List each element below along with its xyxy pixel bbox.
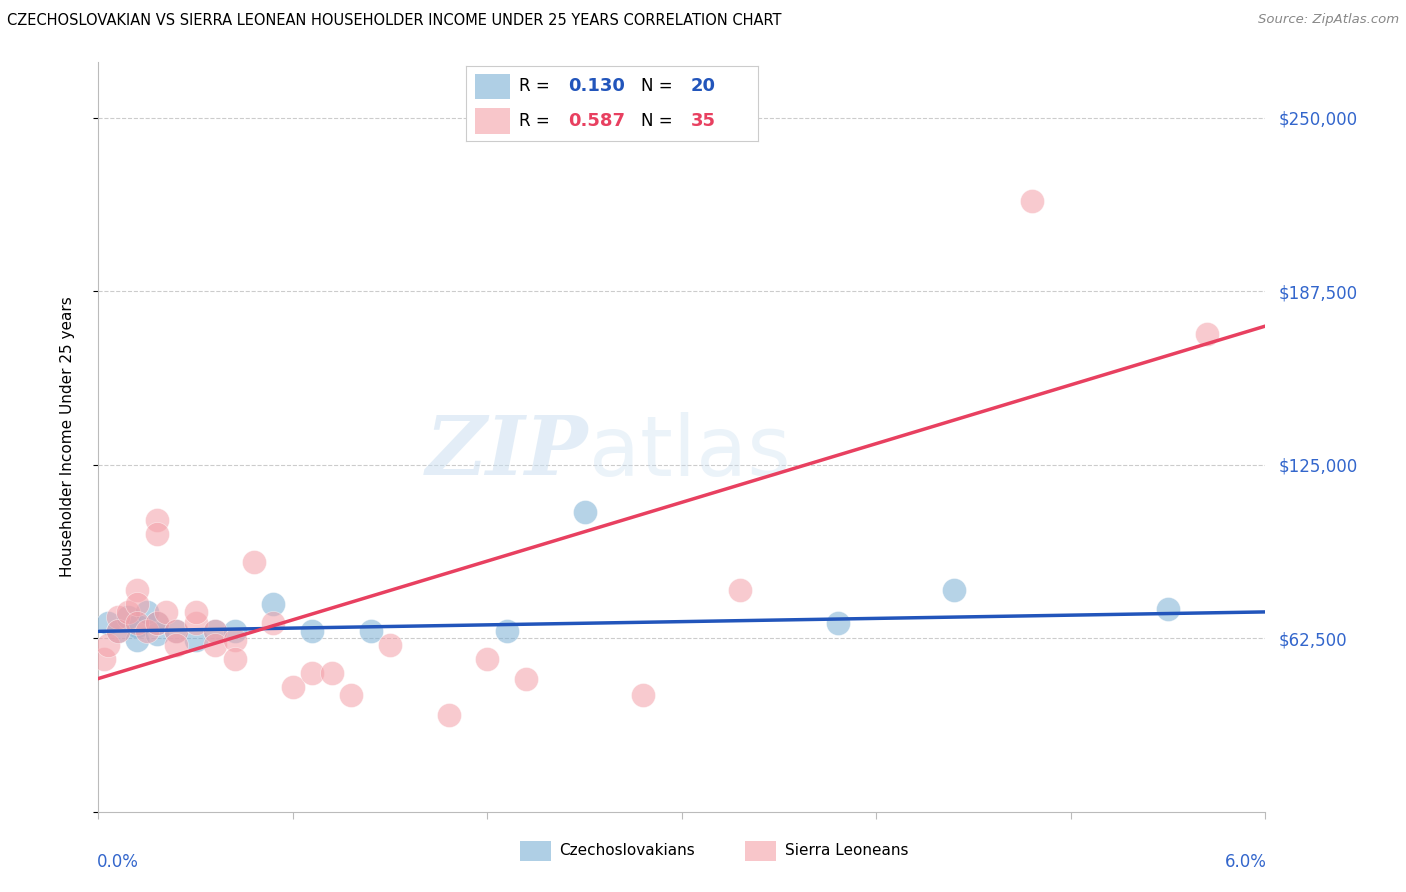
Point	[1157, 602, 1180, 616]
Point	[127, 619, 149, 633]
Point	[224, 624, 246, 639]
Point	[136, 605, 159, 619]
Point	[127, 582, 149, 597]
Point	[155, 605, 177, 619]
Point	[340, 688, 363, 702]
Text: ZIP: ZIP	[426, 412, 589, 492]
Point	[204, 624, 226, 639]
Point	[224, 652, 246, 666]
Point	[204, 638, 226, 652]
Point	[165, 624, 187, 639]
Point	[262, 615, 284, 630]
Point	[146, 627, 169, 641]
Text: CZECHOSLOVAKIAN VS SIERRA LEONEAN HOUSEHOLDER INCOME UNDER 25 YEARS CORRELATION : CZECHOSLOVAKIAN VS SIERRA LEONEAN HOUSEH…	[7, 13, 782, 29]
Point	[165, 638, 187, 652]
Point	[1021, 194, 1043, 209]
Point	[243, 555, 266, 569]
Point	[631, 688, 654, 702]
Point	[97, 615, 120, 630]
Point	[107, 624, 129, 639]
Point	[127, 632, 149, 647]
Point	[93, 652, 115, 666]
Point	[184, 632, 207, 647]
Point	[184, 615, 207, 630]
Point	[127, 597, 149, 611]
Point	[321, 665, 343, 680]
Point	[127, 615, 149, 630]
Text: Czechoslovakians: Czechoslovakians	[560, 844, 696, 858]
Point	[301, 665, 323, 680]
Text: Source: ZipAtlas.com: Source: ZipAtlas.com	[1258, 13, 1399, 27]
Point	[301, 624, 323, 639]
Text: atlas: atlas	[589, 411, 790, 492]
Point	[943, 582, 966, 597]
Point	[146, 513, 169, 527]
Point	[146, 615, 169, 630]
Point	[117, 605, 139, 619]
Point	[146, 527, 169, 541]
Point	[496, 624, 519, 639]
Text: Sierra Leoneans: Sierra Leoneans	[785, 844, 908, 858]
Point	[204, 624, 226, 639]
Text: 0.0%: 0.0%	[97, 853, 139, 871]
Point	[437, 707, 460, 722]
Y-axis label: Householder Income Under 25 years: Householder Income Under 25 years	[60, 297, 75, 577]
Point	[136, 624, 159, 639]
Point	[574, 505, 596, 519]
Point	[281, 680, 304, 694]
Point	[184, 605, 207, 619]
Point	[165, 624, 187, 639]
Point	[262, 597, 284, 611]
Point	[380, 638, 402, 652]
Point	[107, 624, 129, 639]
Point	[224, 632, 246, 647]
Text: 6.0%: 6.0%	[1225, 853, 1267, 871]
Point	[97, 638, 120, 652]
Point	[827, 615, 849, 630]
Point	[107, 610, 129, 624]
Point	[730, 582, 752, 597]
Point	[515, 672, 537, 686]
Point	[477, 652, 499, 666]
Point	[117, 610, 139, 624]
Point	[360, 624, 382, 639]
Point	[146, 615, 169, 630]
Point	[1197, 327, 1219, 342]
